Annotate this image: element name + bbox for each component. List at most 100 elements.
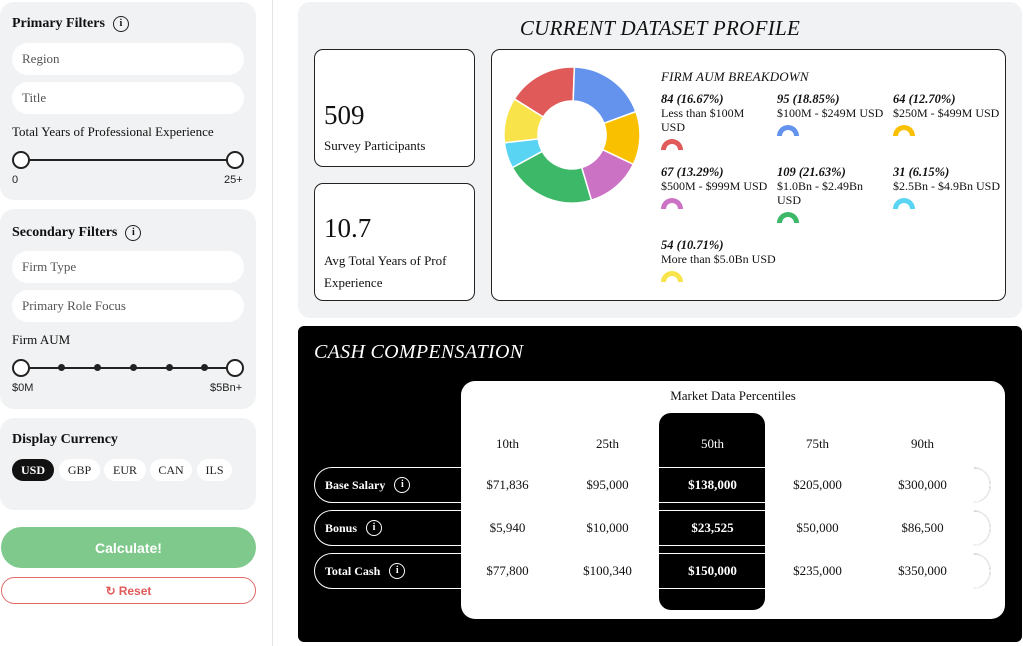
aum-slider-step bbox=[94, 364, 101, 371]
aum-item-gt5bn: 54 (10.71%) More than $5.0Bn USD bbox=[661, 238, 821, 282]
experience-label: Total Years of Professional Experience bbox=[12, 124, 214, 139]
sidebar-divider bbox=[272, 0, 273, 646]
aum-item-100m-249m: 95 (18.85%) $100M - $249M USD bbox=[777, 92, 887, 136]
aum-slider-step bbox=[58, 364, 65, 371]
info-icon[interactable]: i bbox=[125, 225, 142, 241]
aum-range: $250M - $499M USD bbox=[893, 106, 1000, 120]
aum-item-1bn-249bn: 109 (21.63%) $1.0Bn - $2.49Bn USD bbox=[777, 165, 887, 223]
cash-compensation-title: CASH COMPENSATION bbox=[314, 341, 524, 363]
title-placeholder: Title bbox=[22, 90, 47, 105]
table-cell: $350,000 bbox=[898, 563, 947, 578]
participants-value: 509 bbox=[324, 100, 365, 130]
aum-count: 64 (12.70%) bbox=[893, 92, 956, 106]
table-row-bonus: Bonus i bbox=[314, 510, 991, 546]
experience-slider-max-handle[interactable] bbox=[226, 151, 244, 169]
aum-arc-icon bbox=[661, 139, 683, 150]
aum-item-250m-499m: 64 (12.70%) $250M - $499M USD bbox=[893, 92, 1003, 136]
experience-slider-track[interactable] bbox=[21, 159, 235, 161]
col-90th: 90th bbox=[910, 436, 935, 451]
title-select[interactable]: Title bbox=[12, 82, 244, 114]
aum-slider-step bbox=[130, 364, 137, 371]
aum-range: Less than $100M USD bbox=[661, 106, 745, 134]
table-cell: $50,000 bbox=[796, 520, 839, 535]
role-focus-placeholder: Primary Role Focus bbox=[22, 298, 126, 313]
currency-usd-button[interactable]: USD bbox=[12, 459, 54, 481]
aum-count: 109 (21.63%) bbox=[777, 165, 846, 179]
reset-button[interactable]: ↻ Reset bbox=[1, 577, 256, 604]
experience-slider-min-handle[interactable] bbox=[12, 151, 30, 169]
primary-filters-heading: Primary Filters i bbox=[12, 16, 129, 32]
col-75th: 75th bbox=[805, 436, 830, 451]
aum-item-25bn-49bn: 31 (6.15%) $2.5Bn - $4.9Bn USD bbox=[893, 165, 1003, 209]
participants-card: 509 Survey Participants bbox=[314, 49, 475, 167]
table-cell: $95,000 bbox=[586, 477, 629, 492]
dataset-profile-title: CURRENT DATASET PROFILE bbox=[519, 16, 801, 40]
table-cell: $300,000 bbox=[898, 477, 947, 492]
firm-type-select[interactable]: Firm Type bbox=[12, 251, 244, 283]
firm-type-placeholder: Firm Type bbox=[22, 259, 77, 274]
aum-slider-max-handle[interactable] bbox=[226, 359, 244, 377]
currency-can-button[interactable]: CAN bbox=[150, 459, 192, 481]
aum-slider-step bbox=[201, 364, 208, 371]
table-cell: $205,000 bbox=[793, 477, 842, 492]
table-cell: $100,340 bbox=[583, 563, 632, 578]
participants-label: Survey Participants bbox=[324, 138, 426, 153]
info-icon[interactable]: i bbox=[394, 477, 411, 493]
col-25th: 25th bbox=[595, 436, 620, 451]
currency-eur-button[interactable]: EUR bbox=[104, 459, 146, 481]
table-cell: $86,500 bbox=[901, 520, 944, 535]
aum-donut-chart bbox=[503, 66, 641, 204]
experience-min-label: 0 bbox=[12, 174, 19, 186]
role-focus-select[interactable]: Primary Role Focus bbox=[12, 290, 244, 322]
aum-arc-icon bbox=[893, 125, 915, 136]
row-label: Bonus i bbox=[325, 511, 383, 545]
aum-arc-icon bbox=[893, 198, 915, 209]
table-row-base-salary: Base Salary i bbox=[314, 467, 991, 503]
row-label-text: Total Cash bbox=[325, 563, 381, 578]
aum-count: 95 (18.85%) bbox=[777, 92, 840, 106]
aum-breakdown-title: FIRM AUM BREAKDOWN bbox=[661, 69, 809, 84]
aum-item-lt100m: 84 (16.67%) Less than $100M USD bbox=[661, 92, 771, 150]
calculate-button[interactable]: Calculate! bbox=[1, 527, 256, 568]
secondary-filters-title: Secondary Filters bbox=[12, 225, 118, 240]
table-cell: $150,000 bbox=[688, 563, 737, 578]
table-cell: $235,000 bbox=[793, 563, 842, 578]
aum-range: $500M - $999M USD bbox=[661, 179, 768, 193]
info-icon[interactable]: i bbox=[389, 563, 406, 579]
aum-arc-icon bbox=[661, 271, 683, 282]
aum-slider-track[interactable] bbox=[21, 367, 235, 369]
donut-slice-6 bbox=[503, 97, 545, 144]
currency-ils-button[interactable]: ILS bbox=[197, 459, 232, 481]
aum-count: 67 (13.29%) bbox=[661, 165, 724, 179]
aum-slider-min-handle[interactable] bbox=[12, 359, 30, 377]
median-column-highlight bbox=[659, 413, 765, 610]
percentiles-title: Market Data Percentiles bbox=[670, 388, 796, 403]
aum-arc-icon bbox=[777, 212, 799, 223]
region-select[interactable]: Region bbox=[12, 43, 244, 75]
display-currency-title: Display Currency bbox=[12, 432, 118, 447]
aum-item-500m-999m: 67 (13.29%) $500M - $999M USD bbox=[661, 165, 771, 209]
reset-icon: ↻ bbox=[105, 583, 116, 598]
aum-min-label: $0M bbox=[12, 382, 34, 394]
avg-experience-label: Avg Total Years of Prof Experience bbox=[324, 253, 447, 290]
aum-range: $1.0Bn - $2.49Bn USD bbox=[777, 179, 864, 207]
row-label-text: Base Salary bbox=[325, 477, 386, 492]
primary-filters-title: Primary Filters bbox=[12, 16, 105, 31]
aum-arc-icon bbox=[777, 125, 799, 136]
currency-gbp-button[interactable]: GBP bbox=[59, 459, 100, 481]
aum-count: 84 (16.67%) bbox=[661, 92, 724, 106]
aum-count: 31 (6.15%) bbox=[893, 165, 950, 179]
table-cell: $10,000 bbox=[586, 520, 629, 535]
secondary-filters-heading: Secondary Filters i bbox=[12, 225, 142, 241]
info-icon[interactable]: i bbox=[366, 520, 383, 536]
aum-arc-icon bbox=[661, 198, 683, 209]
experience-max-label: 25+ bbox=[224, 174, 243, 186]
firm-aum-label: Firm AUM bbox=[12, 332, 71, 347]
table-cell: $77,800 bbox=[486, 563, 529, 578]
row-label: Base Salary i bbox=[325, 468, 411, 502]
aum-range: $100M - $249M USD bbox=[777, 106, 884, 120]
table-cell: $138,000 bbox=[688, 477, 737, 492]
aum-slider-step bbox=[166, 364, 173, 371]
col-50th: 50th bbox=[700, 436, 725, 451]
info-icon[interactable]: i bbox=[112, 16, 129, 32]
